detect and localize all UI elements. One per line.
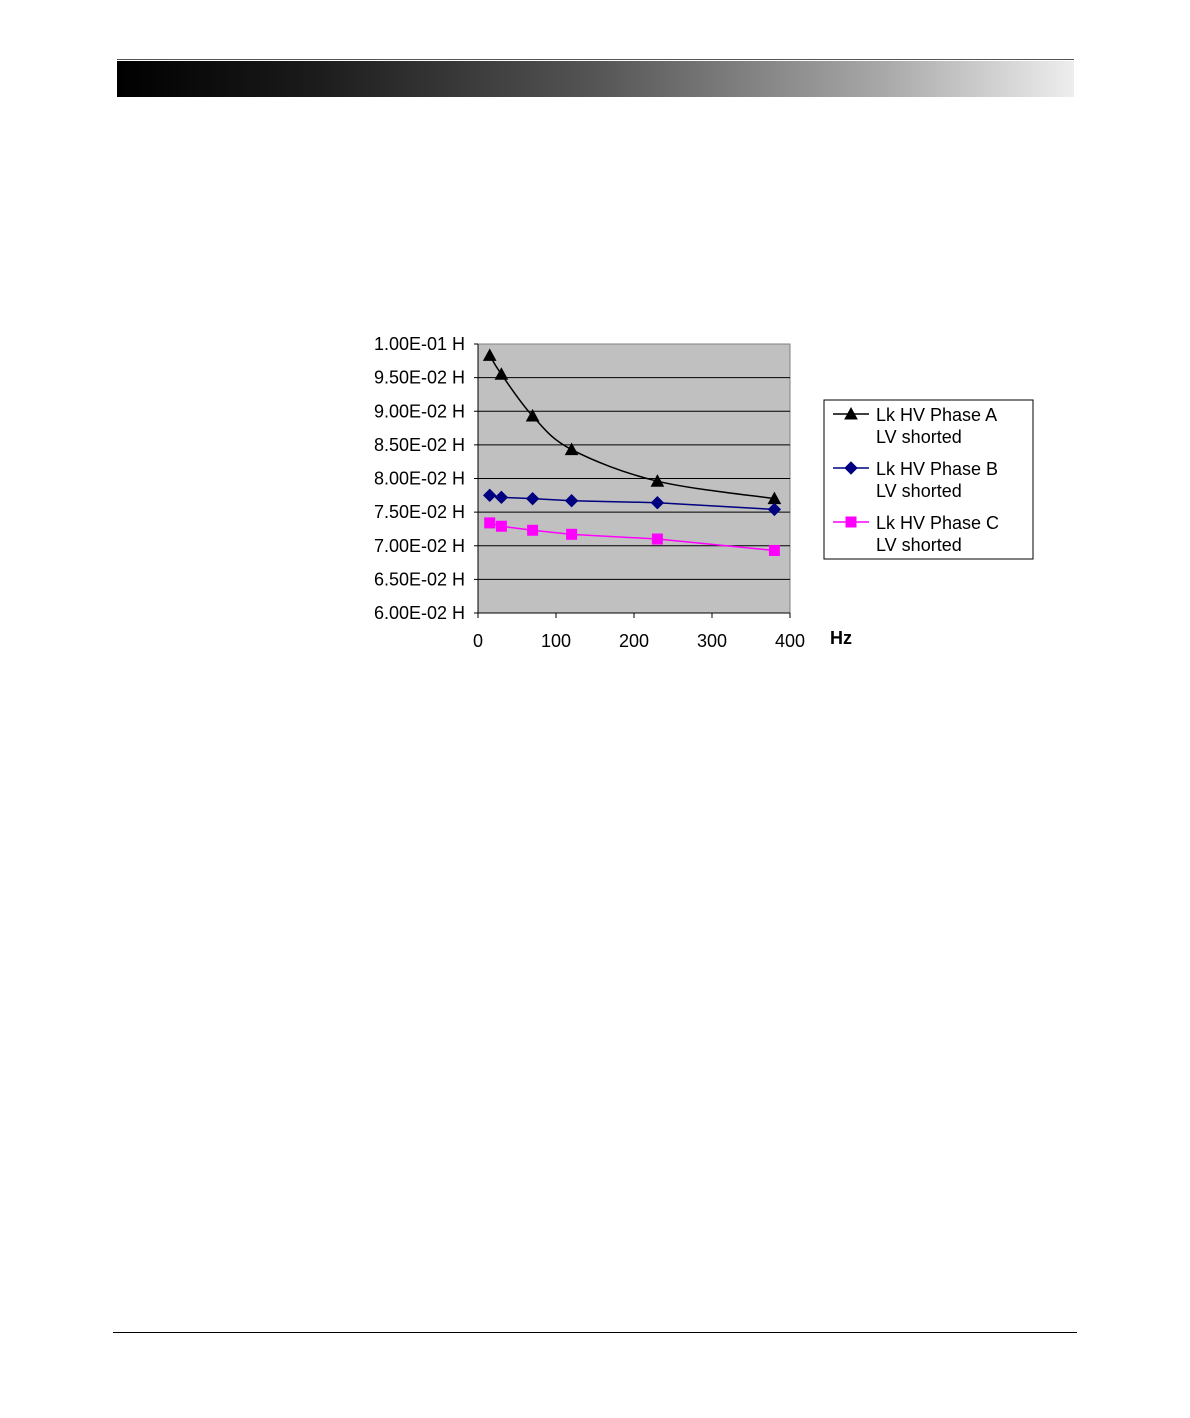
legend-label-line2: LV shorted [876, 535, 962, 555]
data-point [484, 517, 496, 529]
legend-label: Lk HV Phase C [876, 513, 999, 533]
legend-label: Lk HV Phase A [876, 405, 997, 425]
y-tick-labels: 6.00E-02 H 6.50E-02 H 7.00E-02 H 7.50E-02 H… [374, 334, 465, 623]
legend-marker [844, 461, 858, 475]
series-group [482, 348, 782, 556]
y-tick-label: 9.50E-02 H [374, 368, 465, 388]
y-tick-label: 8.00E-02 H [374, 469, 465, 489]
axes [474, 343, 791, 618]
inductance-frequency-chart: 6.00E-02 H 6.50E-02 H 7.00E-02 H 7.50E-02 H… [374, 334, 1034, 651]
y-tick-label: 9.00E-02 H [374, 401, 465, 421]
x-tick-labels: 0 100 200 300 400 [473, 631, 805, 651]
legend-entry-3: Lk HV Phase CLV shorted [833, 513, 999, 555]
y-tick-label: 6.00E-02 H [374, 603, 465, 623]
y-tick-label: 8.50E-02 H [374, 435, 465, 455]
data-point [650, 474, 665, 487]
data-point [482, 488, 497, 503]
x-tick-label: 0 [473, 631, 483, 651]
data-point [566, 528, 578, 540]
data-point [525, 491, 540, 506]
data-point [564, 442, 579, 456]
x-axis-unit-label: Hz [830, 628, 852, 648]
y-tick-label: 7.50E-02 H [374, 502, 465, 522]
y-tick-label: 1.00E-01 H [374, 334, 465, 354]
data-point [494, 367, 509, 380]
data-point [651, 533, 663, 545]
header-gradient-bar [117, 61, 1074, 97]
legend-marker [844, 406, 858, 420]
x-tick-label: 400 [775, 631, 805, 651]
legend-label-line2: LV shorted [876, 427, 962, 447]
header-rule [117, 59, 1074, 60]
data-point [650, 496, 665, 510]
series-2 [482, 488, 782, 517]
legend-entry-1: Lk HV Phase ALV shorted [833, 405, 997, 447]
x-tick-label: 100 [541, 631, 571, 651]
data-point [495, 520, 507, 532]
data-point [768, 544, 780, 556]
legend-label: Lk HV Phase B [876, 459, 998, 479]
legend-label-line2: LV shorted [876, 481, 962, 501]
series-3 [484, 517, 780, 556]
data-point [564, 493, 579, 508]
data-point [767, 502, 782, 517]
x-tick-label: 300 [697, 631, 727, 651]
data-point [527, 524, 539, 536]
legend-marker [845, 516, 857, 528]
legend-entry-2: Lk HV Phase BLV shorted [833, 459, 998, 501]
footer-rule [113, 1332, 1077, 1333]
data-point [525, 408, 540, 422]
data-point [494, 490, 509, 505]
grid-lines [478, 377, 790, 580]
y-tick-label: 7.00E-02 H [374, 536, 465, 556]
legend-box [823, 399, 1034, 560]
data-point [482, 348, 497, 361]
x-tick-label: 200 [619, 631, 649, 651]
y-tick-label: 6.50E-02 H [374, 569, 465, 589]
series-1 [482, 348, 782, 505]
